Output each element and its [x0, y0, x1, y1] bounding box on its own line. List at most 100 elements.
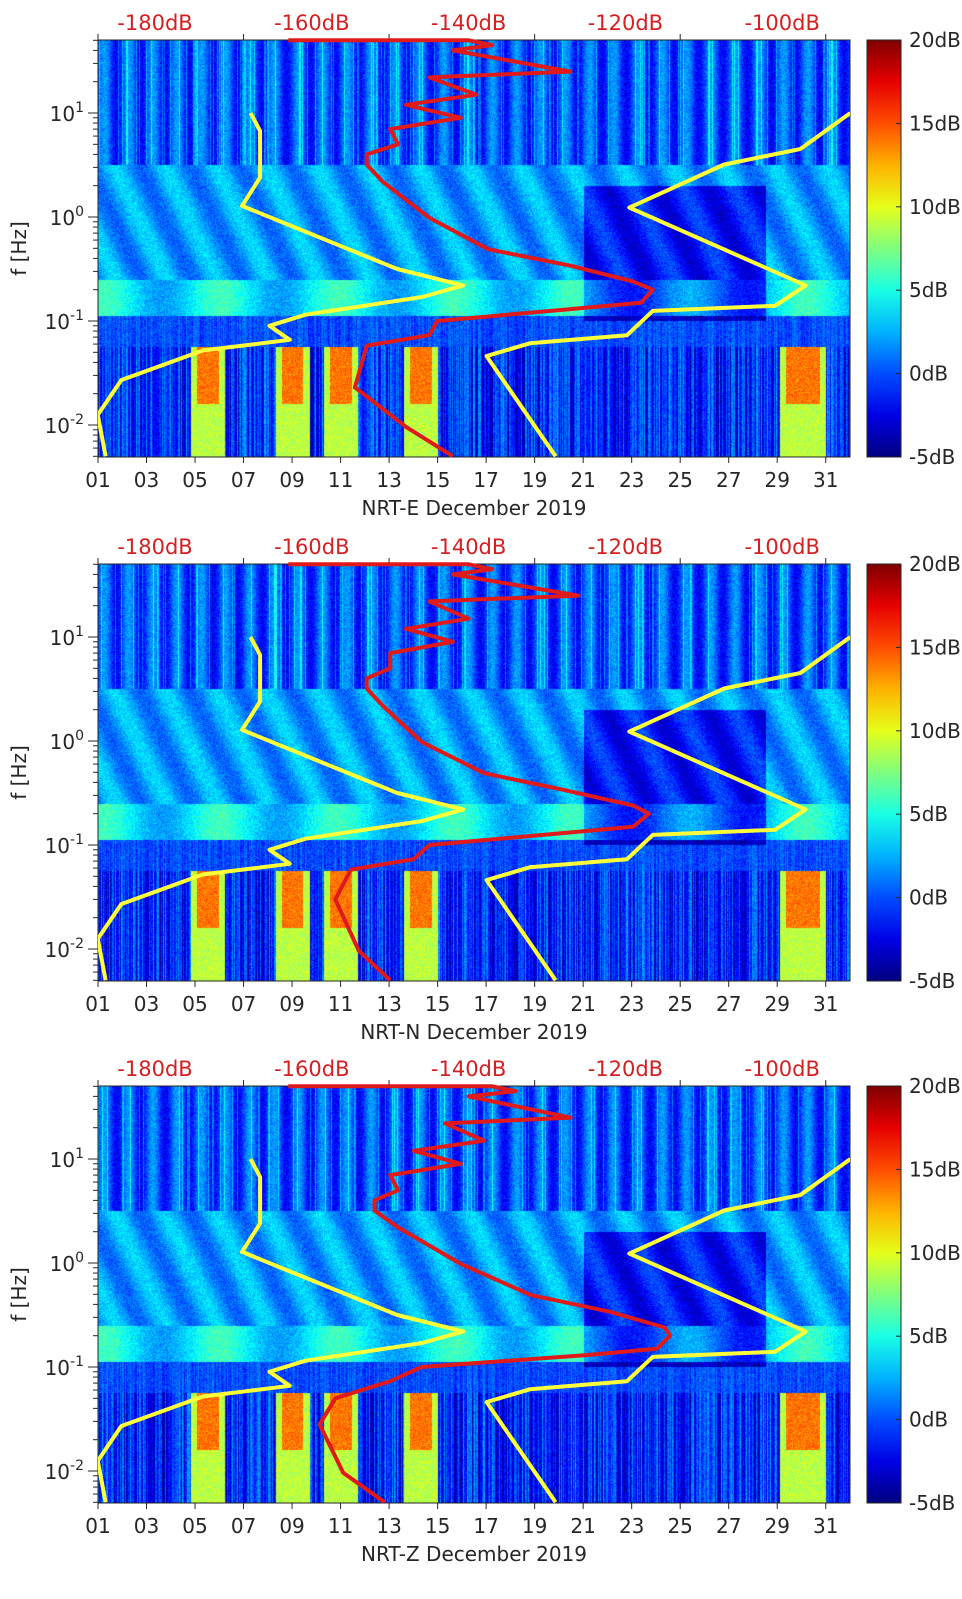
top-db-label: -140dB — [431, 1057, 506, 1081]
x-tick-label: 25 — [667, 992, 692, 1016]
y-tick-base: 10 — [45, 1460, 70, 1484]
station-psd-curve — [288, 1084, 673, 1503]
x-tick-label: 05 — [182, 992, 207, 1016]
x-tick-label: 19 — [522, 1514, 547, 1538]
y-tick-base: 10 — [45, 310, 70, 334]
y-axis-label: f [Hz] — [7, 221, 31, 276]
y-tick-exponent: 0 — [75, 204, 84, 220]
y-tick-exponent: -1 — [70, 832, 84, 848]
y-tick-base: 10 — [50, 1252, 75, 1276]
colorbar-label: 10dB — [909, 195, 961, 219]
x-tick-label: 19 — [522, 992, 547, 1016]
y-tick-label: 10-2 — [45, 1458, 84, 1484]
x-tick-label: 09 — [279, 992, 304, 1016]
y-tick-label: 101 — [50, 624, 84, 650]
y-tick-base: 10 — [50, 626, 75, 650]
colorbar-label: 20dB — [909, 28, 961, 52]
x-tick-label: 13 — [376, 1514, 401, 1538]
colorbar-label: 10dB — [909, 719, 961, 743]
x-tick-label: 27 — [716, 468, 741, 492]
x-tick-label: 15 — [425, 1514, 450, 1538]
colorbar-label: 5dB — [909, 802, 948, 826]
x-tick-label: 21 — [570, 468, 595, 492]
colorbar — [866, 1085, 902, 1504]
y-tick-exponent: 0 — [75, 1250, 84, 1266]
colorbar — [866, 39, 902, 458]
top-db-label: -160dB — [274, 535, 349, 559]
x-tick-label: 07 — [231, 1514, 256, 1538]
top-db-label: -160dB — [274, 11, 349, 35]
colorbar-label: 15dB — [909, 1157, 961, 1181]
x-tick-label: 17 — [473, 468, 498, 492]
x-tick-label: 27 — [716, 992, 741, 1016]
y-tick-base: 10 — [50, 206, 75, 230]
colorbar-label: 0dB — [909, 1408, 948, 1432]
x-tick-label: 17 — [473, 1514, 498, 1538]
top-db-label: -160dB — [274, 1057, 349, 1081]
top-db-label: -180dB — [117, 11, 192, 35]
top-db-label: -140dB — [431, 535, 506, 559]
x-tick-label: 31 — [813, 1514, 838, 1538]
colorbar-label: 5dB — [909, 1324, 948, 1348]
x-tick-label: 15 — [425, 992, 450, 1016]
x-tick-label: 27 — [716, 1514, 741, 1538]
colorbar-label: 10dB — [909, 1241, 961, 1265]
y-tick-label: 100 — [50, 204, 84, 230]
x-tick-label: 11 — [328, 1514, 353, 1538]
y-tick-base: 10 — [45, 834, 70, 858]
colorbar-label: 15dB — [909, 111, 961, 135]
x-tick-label: 13 — [376, 468, 401, 492]
x-tick-label: 05 — [182, 1514, 207, 1538]
x-tick-label: 11 — [328, 468, 353, 492]
x-axis-label: NRT-N December 2019 — [360, 1020, 587, 1044]
x-tick-label: 23 — [619, 992, 644, 1016]
top-db-label: -120dB — [588, 11, 663, 35]
top-db-label: -140dB — [431, 11, 506, 35]
plot-frame — [97, 39, 851, 458]
y-tick-exponent: -1 — [70, 1354, 84, 1370]
plot-frame — [97, 563, 851, 982]
x-tick-label: 15 — [425, 468, 450, 492]
top-db-label: -100dB — [744, 535, 819, 559]
y-axis-label: f [Hz] — [7, 1267, 31, 1322]
x-tick-label: 29 — [764, 468, 789, 492]
y-tick-label: 10-1 — [45, 308, 84, 334]
colorbar-label: 20dB — [909, 1074, 961, 1098]
x-tick-label: 29 — [764, 1514, 789, 1538]
x-tick-label: 09 — [279, 468, 304, 492]
colorbar-label: 20dB — [909, 552, 961, 576]
panel-2: 01 03 05 07 09 11 13 15 17 19 21 23 25 27 29 31-180dB -1… — [7, 535, 961, 1044]
x-tick-label: 21 — [570, 1514, 595, 1538]
low-noise-model-curve — [98, 1158, 466, 1503]
colorbar-label: 0dB — [909, 362, 948, 386]
x-tick-label: 31 — [813, 992, 838, 1016]
panel-1: 01 03 05 07 09 11 13 15 17 19 21 23 25 27 29 31-180dB -1… — [7, 11, 961, 520]
x-tick-label: 23 — [619, 1514, 644, 1538]
y-tick-label: 10-1 — [45, 832, 84, 858]
y-tick-base: 10 — [45, 1356, 70, 1380]
x-tick-label: 01 — [85, 992, 110, 1016]
top-db-label: -100dB — [744, 11, 819, 35]
y-tick-base: 10 — [50, 102, 75, 126]
top-db-label: -120dB — [588, 1057, 663, 1081]
x-tick-label: 25 — [667, 468, 692, 492]
x-tick-label: 23 — [619, 468, 644, 492]
top-db-label: -180dB — [117, 1057, 192, 1081]
x-tick-label: 31 — [813, 468, 838, 492]
top-db-label: -120dB — [588, 535, 663, 559]
y-tick-exponent: -2 — [70, 412, 84, 428]
y-tick-base: 10 — [50, 1148, 75, 1172]
y-tick-label: 101 — [50, 100, 84, 126]
x-tick-label: 19 — [522, 468, 547, 492]
x-axis-label: NRT-Z December 2019 — [361, 1542, 587, 1566]
y-tick-exponent: 0 — [75, 728, 84, 744]
colorbar — [866, 563, 902, 982]
colorbar-label: 5dB — [909, 278, 948, 302]
x-tick-label: 29 — [764, 992, 789, 1016]
high-noise-model-curve — [484, 111, 850, 457]
y-tick-exponent: 1 — [75, 624, 84, 640]
y-axis-label: f [Hz] — [7, 745, 31, 800]
y-tick-exponent: -1 — [70, 308, 84, 324]
x-tick-label: 21 — [570, 992, 595, 1016]
low-noise-model-curve — [98, 112, 466, 457]
